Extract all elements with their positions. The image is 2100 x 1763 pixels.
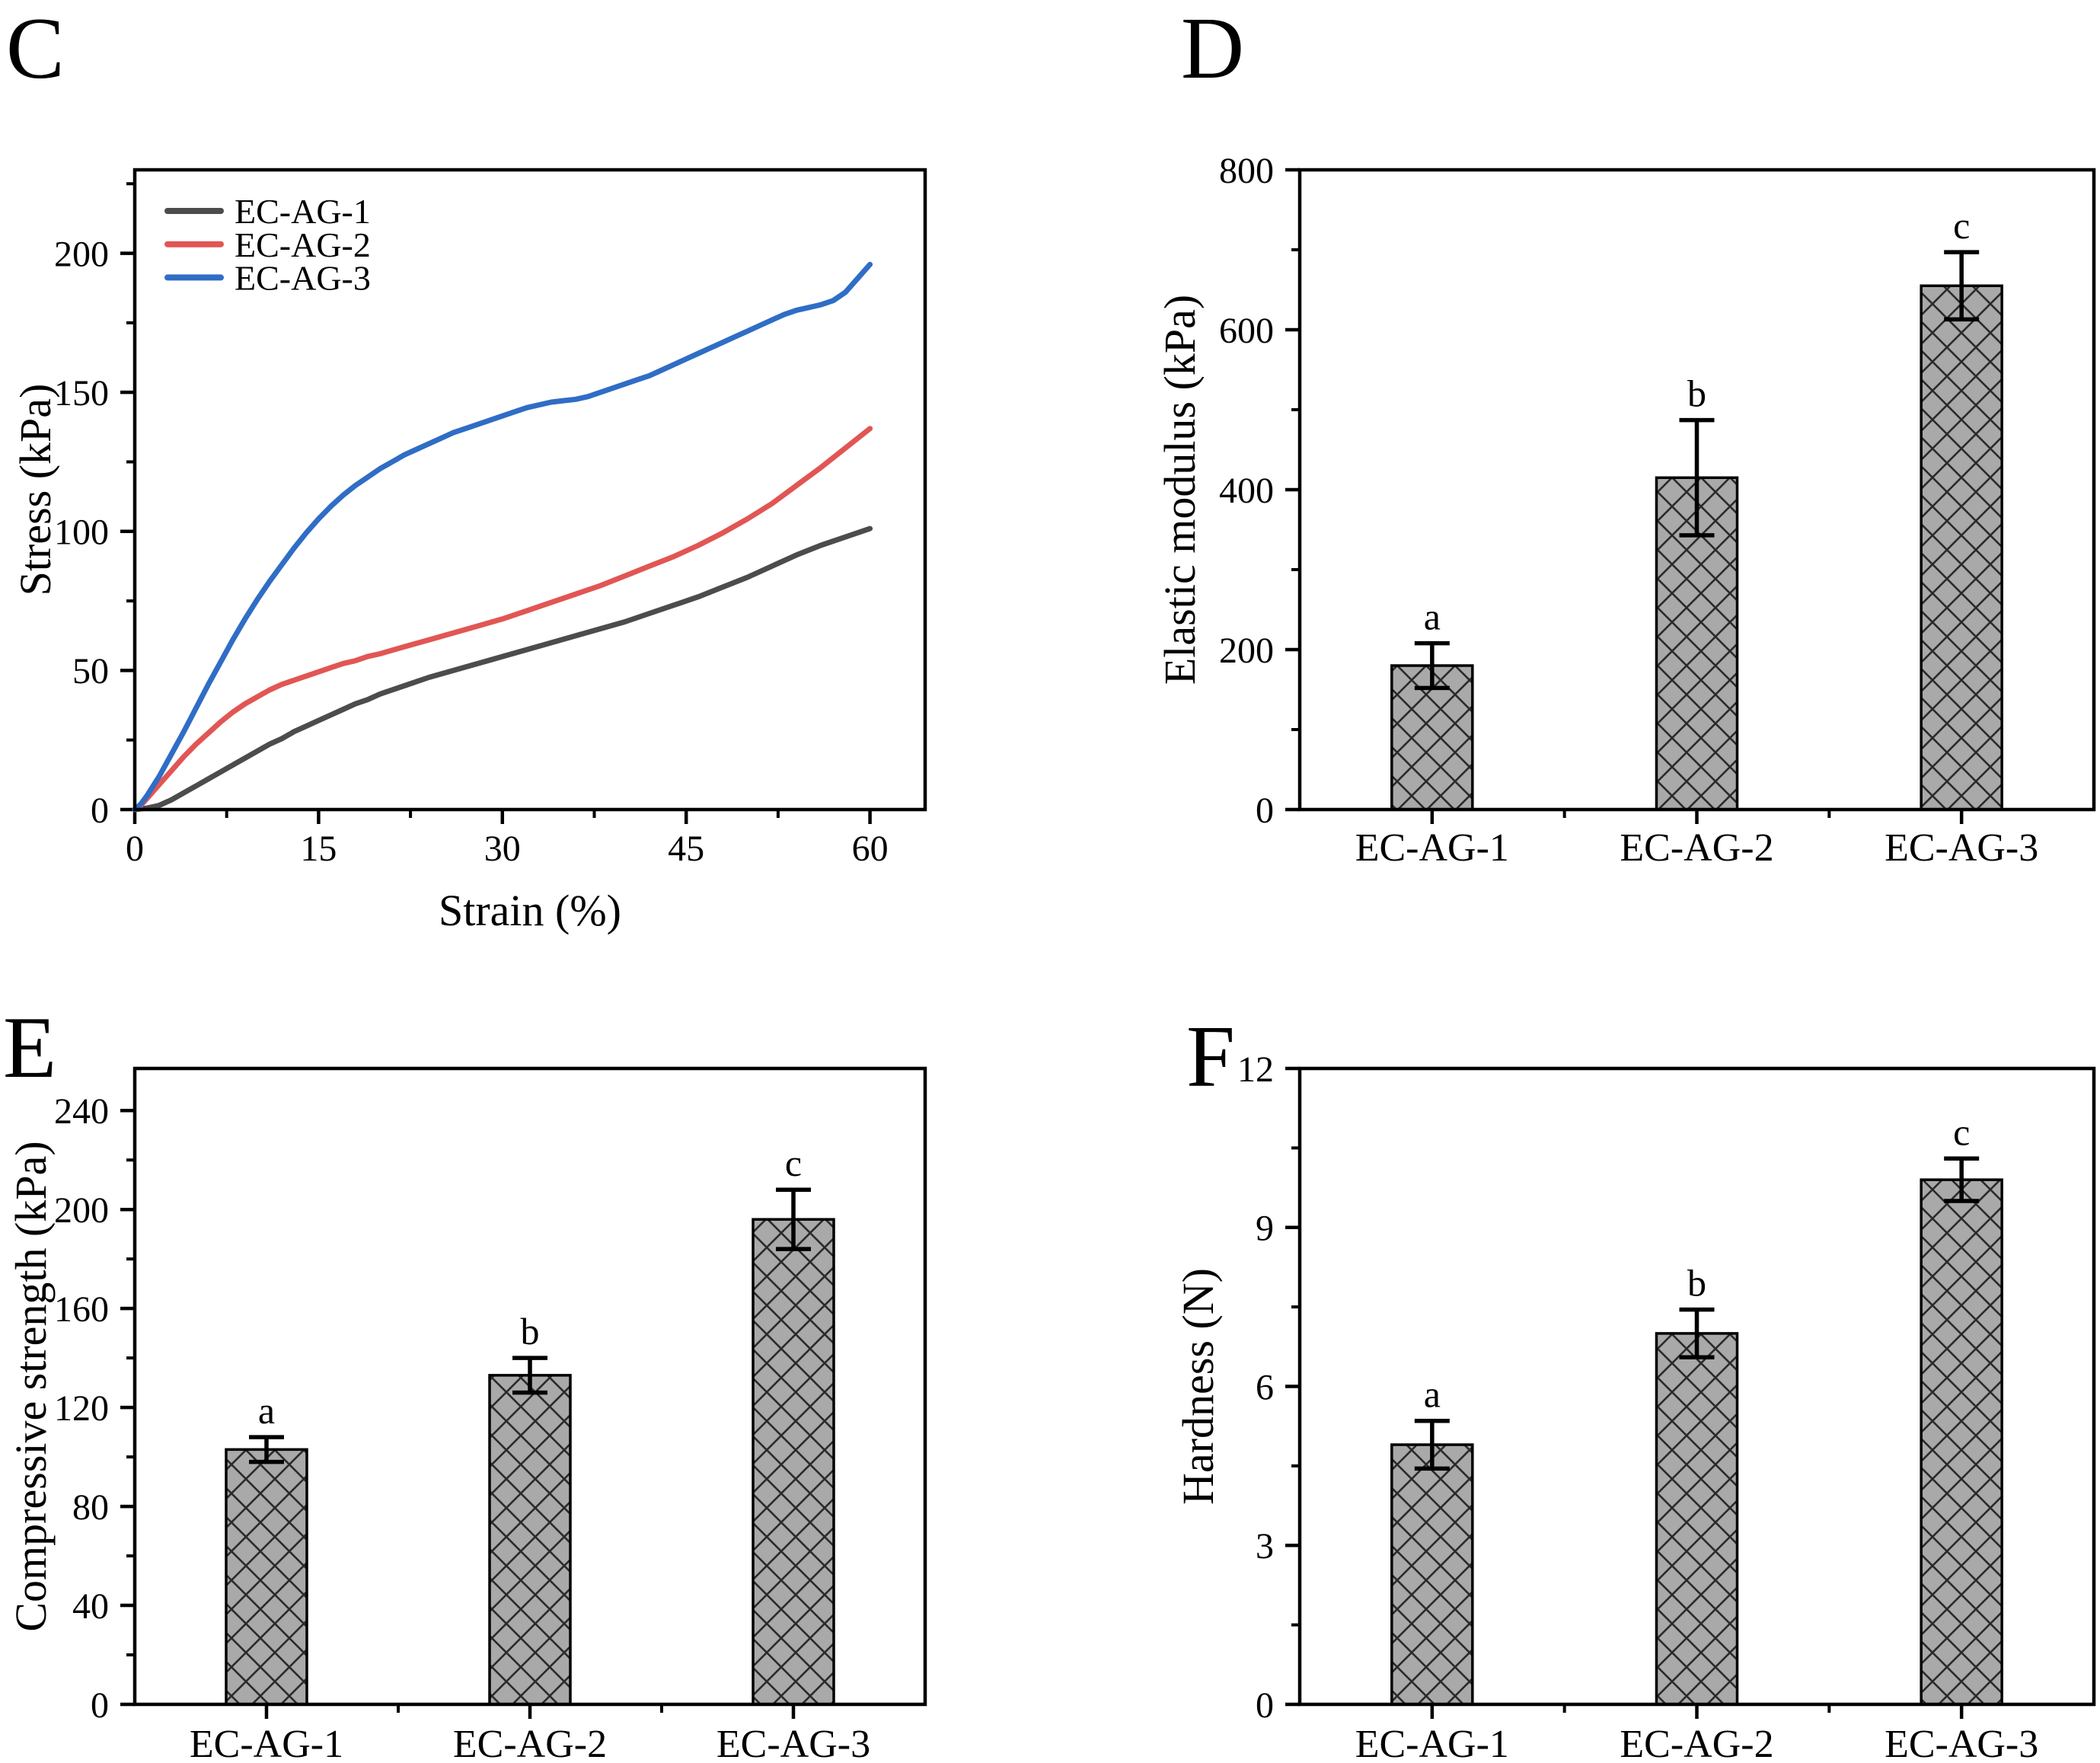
elastic-modulus-bar-chart: 0 200 400 600 800 Elastic modulus (kPa) a EC-AG… <box>1155 151 2096 870</box>
significance-letter: c <box>1953 1110 1970 1153</box>
bar-ec-ag-3 <box>1920 1178 2003 1706</box>
significance-letter: b <box>521 1310 540 1353</box>
legend-label: EC-AG-3 <box>235 259 371 298</box>
y-tick-label: 400 <box>1219 471 1274 511</box>
x-category-label: EC-AG-2 <box>453 1723 607 1763</box>
y-tick-label: 120 <box>54 1388 109 1429</box>
plot-frame <box>132 1066 927 1707</box>
y-axis-title: Hardness (N) <box>1173 1268 1223 1505</box>
x-category-label: EC-AG-3 <box>1885 1723 2038 1763</box>
y-tick-label: 0 <box>1256 1685 1274 1726</box>
bar-ec-ag-3 <box>1920 284 2003 811</box>
plot-frame <box>132 168 927 812</box>
y-tick-label: 12 <box>1237 1049 1274 1090</box>
bar-ec-ag-3 <box>752 1218 835 1706</box>
bar-ec-ag-1 <box>225 1448 308 1706</box>
plot-frame <box>1297 168 2096 812</box>
significance-letter: b <box>1687 1262 1706 1305</box>
x-axis-title: Strain (%) <box>439 886 621 935</box>
y-tick-label: 200 <box>1219 631 1274 671</box>
x-category-label: EC-AG-2 <box>1620 1723 1773 1763</box>
panel-label-e: E <box>3 999 57 1096</box>
y-tick-label: 800 <box>1219 151 1274 191</box>
x-tick-label: 30 <box>484 829 521 869</box>
y-tick-label: 80 <box>72 1487 109 1528</box>
y-tick-label: 200 <box>54 234 109 274</box>
y-tick-label: 9 <box>1256 1209 1274 1249</box>
legend-label: EC-AG-1 <box>235 192 371 231</box>
x-category-label: EC-AG-1 <box>1355 826 1509 870</box>
plot-frame <box>1297 1066 2096 1707</box>
x-tick-label: 15 <box>300 829 337 869</box>
stress-strain-line-chart: 0 50 100 150 200 Stress (kPa) 0 15 30 45 60 Strain … <box>11 168 927 935</box>
bar-ec-ag-2 <box>1655 1332 1739 1706</box>
panel-label-d: D <box>1181 0 1245 97</box>
significance-letter: a <box>1424 1373 1441 1416</box>
series-line-ec-ag-2 <box>132 426 873 813</box>
y-tick-label: 0 <box>1256 790 1274 831</box>
y-tick-label: 50 <box>72 651 109 691</box>
y-tick-label: 0 <box>91 790 109 831</box>
hardness-bar-chart: 0 3 6 9 12 Hardness (N) a EC-AG-1 b EC-AG-2 c EC-AG… <box>1173 1049 2096 1763</box>
bar-ec-ag-1 <box>1390 1443 1474 1706</box>
x-category-label: EC-AG-2 <box>1620 826 1773 870</box>
y-tick-label: 150 <box>54 373 109 414</box>
significance-letter: a <box>1424 596 1441 638</box>
panel-label-c: C <box>6 0 65 97</box>
x-tick-label: 0 <box>126 829 144 869</box>
y-tick-label: 100 <box>54 513 109 553</box>
x-tick-label: 60 <box>852 829 889 869</box>
y-axis-title: Stress (kPa) <box>11 384 60 596</box>
y-tick-label: 6 <box>1256 1367 1274 1407</box>
y-tick-label: 600 <box>1219 311 1274 351</box>
x-tick-label: 45 <box>668 829 704 869</box>
panel-label-f: F <box>1186 1008 1235 1105</box>
series-line-ec-ag-1 <box>132 525 873 813</box>
x-category-label: EC-AG-1 <box>190 1723 343 1763</box>
y-tick-label: 3 <box>1256 1526 1274 1567</box>
series-line-ec-ag-3 <box>132 261 873 813</box>
significance-letter: b <box>1687 372 1706 415</box>
y-axis-title: Elastic modulus (kPa) <box>1155 295 1205 685</box>
y-tick-label: 160 <box>54 1289 109 1330</box>
y-tick-label: 40 <box>72 1586 109 1627</box>
y-tick-label: 200 <box>54 1190 109 1231</box>
significance-letter: c <box>1953 204 1970 247</box>
significance-letter: a <box>258 1389 275 1432</box>
y-tick-label: 0 <box>91 1685 109 1726</box>
x-category-label: EC-AG-3 <box>1885 826 2038 870</box>
compressive-strength-bar-chart: 0 40 80 120 160 200 240 Compressive strength (k… <box>6 1066 927 1763</box>
bar-ec-ag-2 <box>488 1374 572 1706</box>
legend-label: EC-AG-2 <box>235 225 371 264</box>
x-category-label: EC-AG-3 <box>716 1723 870 1763</box>
x-category-label: EC-AG-1 <box>1355 1723 1509 1763</box>
significance-letter: c <box>785 1142 802 1184</box>
y-tick-label: 240 <box>54 1091 109 1132</box>
y-axis-title: Compressive strength (kPa) <box>6 1141 56 1631</box>
